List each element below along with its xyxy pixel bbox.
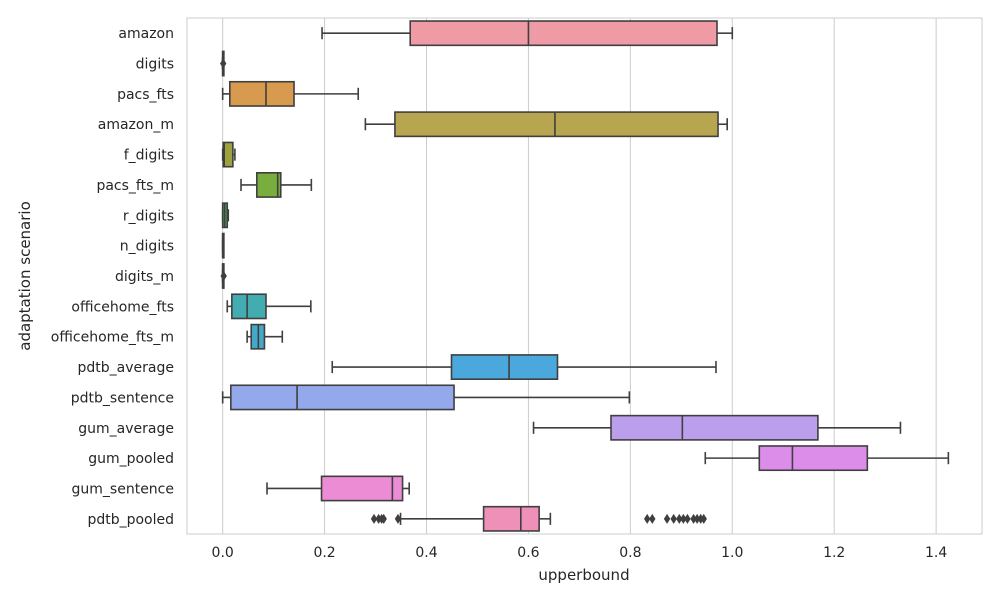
x-tick-label: 0.0 [212, 545, 234, 561]
x-tick-label: 1.2 [823, 545, 845, 561]
y-tick-label: r_digits [123, 208, 174, 224]
box-gum_sentence [266, 475, 410, 502]
y-tick-label: digits [136, 57, 174, 73]
y-tick-label: amazon [118, 26, 174, 42]
outlier-point [380, 513, 387, 524]
box-pdtb_sentence [221, 384, 631, 411]
outlier-point [220, 271, 227, 281]
y-tick-label: gum_pooled [88, 451, 174, 467]
iqr-box [409, 20, 718, 47]
plot-frame [186, 17, 983, 535]
box-digits [219, 50, 227, 77]
outlier-point [690, 513, 697, 524]
outlier-point [684, 513, 691, 524]
box-pdtb_average [331, 354, 717, 380]
y-tick-label: n_digits [120, 239, 174, 255]
box-gum_pooled [704, 445, 950, 472]
outlier-point [693, 513, 701, 524]
outlier-point [663, 513, 671, 524]
grid-layer [222, 18, 937, 534]
y-tick-label: pdtb_sentence [71, 390, 174, 406]
y-tick-label: gum_average [78, 421, 174, 437]
box-r_digits [221, 202, 230, 229]
box-pacs_fts [221, 80, 360, 107]
y-tick-label: pacs_fts_m [96, 178, 174, 194]
outlier-point [649, 513, 656, 524]
y-tick-label: pdtb_pooled [87, 512, 174, 528]
y-tick-label: officehome_fts [71, 299, 174, 315]
box-gum_average [532, 414, 902, 441]
outlier-point [394, 513, 402, 524]
x-tick-label: 0.8 [619, 545, 641, 561]
iqr-box [256, 172, 282, 198]
box-layer [219, 20, 950, 532]
outlier-point [370, 513, 378, 524]
box-digits_m [220, 263, 227, 289]
outlier-point [700, 513, 707, 524]
iqr-box [230, 384, 455, 411]
iqr-box [394, 111, 719, 138]
y-tick-labels: amazon digits pacs_fts amazon_m f_digitspacs… [51, 26, 174, 528]
iqr-box [229, 80, 295, 107]
box-officehome_fts_m [246, 323, 284, 350]
outlier-point [219, 58, 227, 69]
x-tick-label: 0.4 [415, 545, 437, 561]
box-amazon [321, 20, 734, 47]
box-f_digits [221, 141, 236, 168]
iqr-box [482, 505, 540, 532]
outlier-point [670, 513, 677, 524]
box-n_digits [221, 232, 225, 259]
y-tick-label: amazon_m [98, 117, 174, 133]
y-tick-label: officehome_fts_m [51, 330, 174, 346]
box-pacs_fts_m [240, 172, 313, 198]
x-tick-label: 1.0 [721, 545, 743, 561]
x-axis-label: upperbound [538, 566, 629, 584]
y-tick-label: gum_sentence [72, 481, 174, 497]
outlier-point [676, 513, 683, 524]
iqr-box [610, 414, 819, 441]
box-officehome_fts [226, 293, 312, 320]
y-axis-label: adaptation scenario [16, 201, 34, 351]
x-tick-label: 0.2 [313, 545, 335, 561]
iqr-box [222, 141, 234, 168]
x-tick-label: 1.4 [925, 545, 947, 561]
box-amazon_m [364, 111, 728, 138]
iqr-box [758, 445, 869, 472]
y-tick-label: pdtb_average [78, 360, 174, 376]
iqr-box [231, 293, 267, 320]
iqr-box [320, 475, 404, 502]
box-pdtb_pooled [370, 505, 707, 532]
x-tick-labels: 0.0 0.2 0.4 0.6 0.8 1.0 1.2 1.4 [212, 545, 948, 561]
outlier-point [680, 513, 687, 524]
y-tick-label: f_digits [124, 148, 174, 164]
x-tick-label: 0.6 [517, 545, 539, 561]
y-tick-label: pacs_fts [117, 87, 174, 103]
iqr-box [450, 354, 559, 380]
y-tick-label: digits_m [115, 269, 174, 285]
outlier-point [643, 513, 651, 524]
